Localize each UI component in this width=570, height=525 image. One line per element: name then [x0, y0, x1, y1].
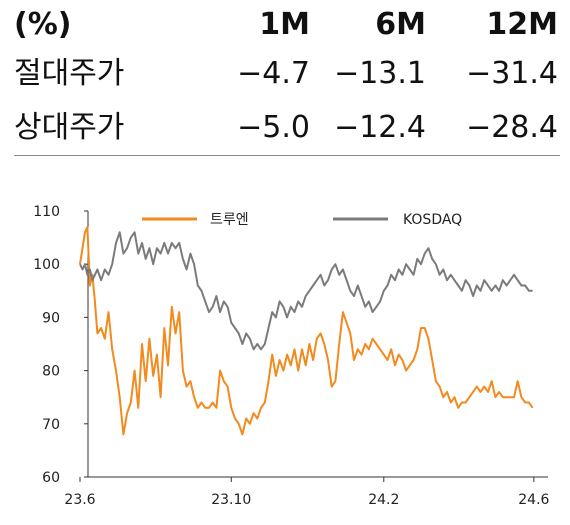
y-tick-label: 90: [42, 310, 60, 326]
row-label: 절대주가: [14, 56, 125, 91]
y-tick-label: 100: [33, 257, 60, 273]
row-value-1m: −5.0: [237, 110, 310, 145]
table-row: 절대주가 −4.7 −13.1 −31.4: [0, 49, 570, 99]
x-tick-label: 23.6: [64, 492, 95, 508]
x-tick-label: 24.6: [518, 492, 549, 508]
header-6m: 6M: [375, 7, 426, 42]
header-unit: (%): [14, 7, 72, 42]
row-value-12m: −28.4: [466, 110, 558, 145]
row-label: 상대주가: [14, 110, 125, 145]
y-tick-label: 110: [33, 204, 60, 220]
y-tick-label: 80: [42, 364, 60, 380]
header-1m: 1M: [259, 7, 310, 42]
series-line-truen: [79, 226, 534, 436]
table-header-row: (%) 1M 6M 12M: [0, 0, 570, 50]
legend-label-truen: 트루엔: [210, 212, 249, 228]
row-value-6m: −12.4: [334, 110, 426, 145]
x-tick-label: 24.2: [368, 492, 399, 508]
performance-table: (%) 1M 6M 12M 절대주가 −4.7 −13.1 −31.4 상대주가…: [0, 0, 570, 160]
y-tick-label: 70: [42, 417, 60, 433]
y-tick-label: 60: [42, 470, 60, 486]
table-row: 상대주가 −5.0 −12.4 −28.4: [0, 103, 570, 153]
table-divider: [14, 155, 560, 156]
row-value-12m: −31.4: [466, 56, 558, 91]
x-tick-label: 23.10: [211, 492, 251, 508]
row-value-1m: −4.7: [237, 56, 310, 91]
legend-label-kosdaq: KOSDAQ: [403, 212, 462, 228]
series-line-kosdaq: [79, 231, 533, 351]
header-12m: 12M: [486, 7, 558, 42]
row-value-6m: −13.1: [334, 56, 426, 91]
